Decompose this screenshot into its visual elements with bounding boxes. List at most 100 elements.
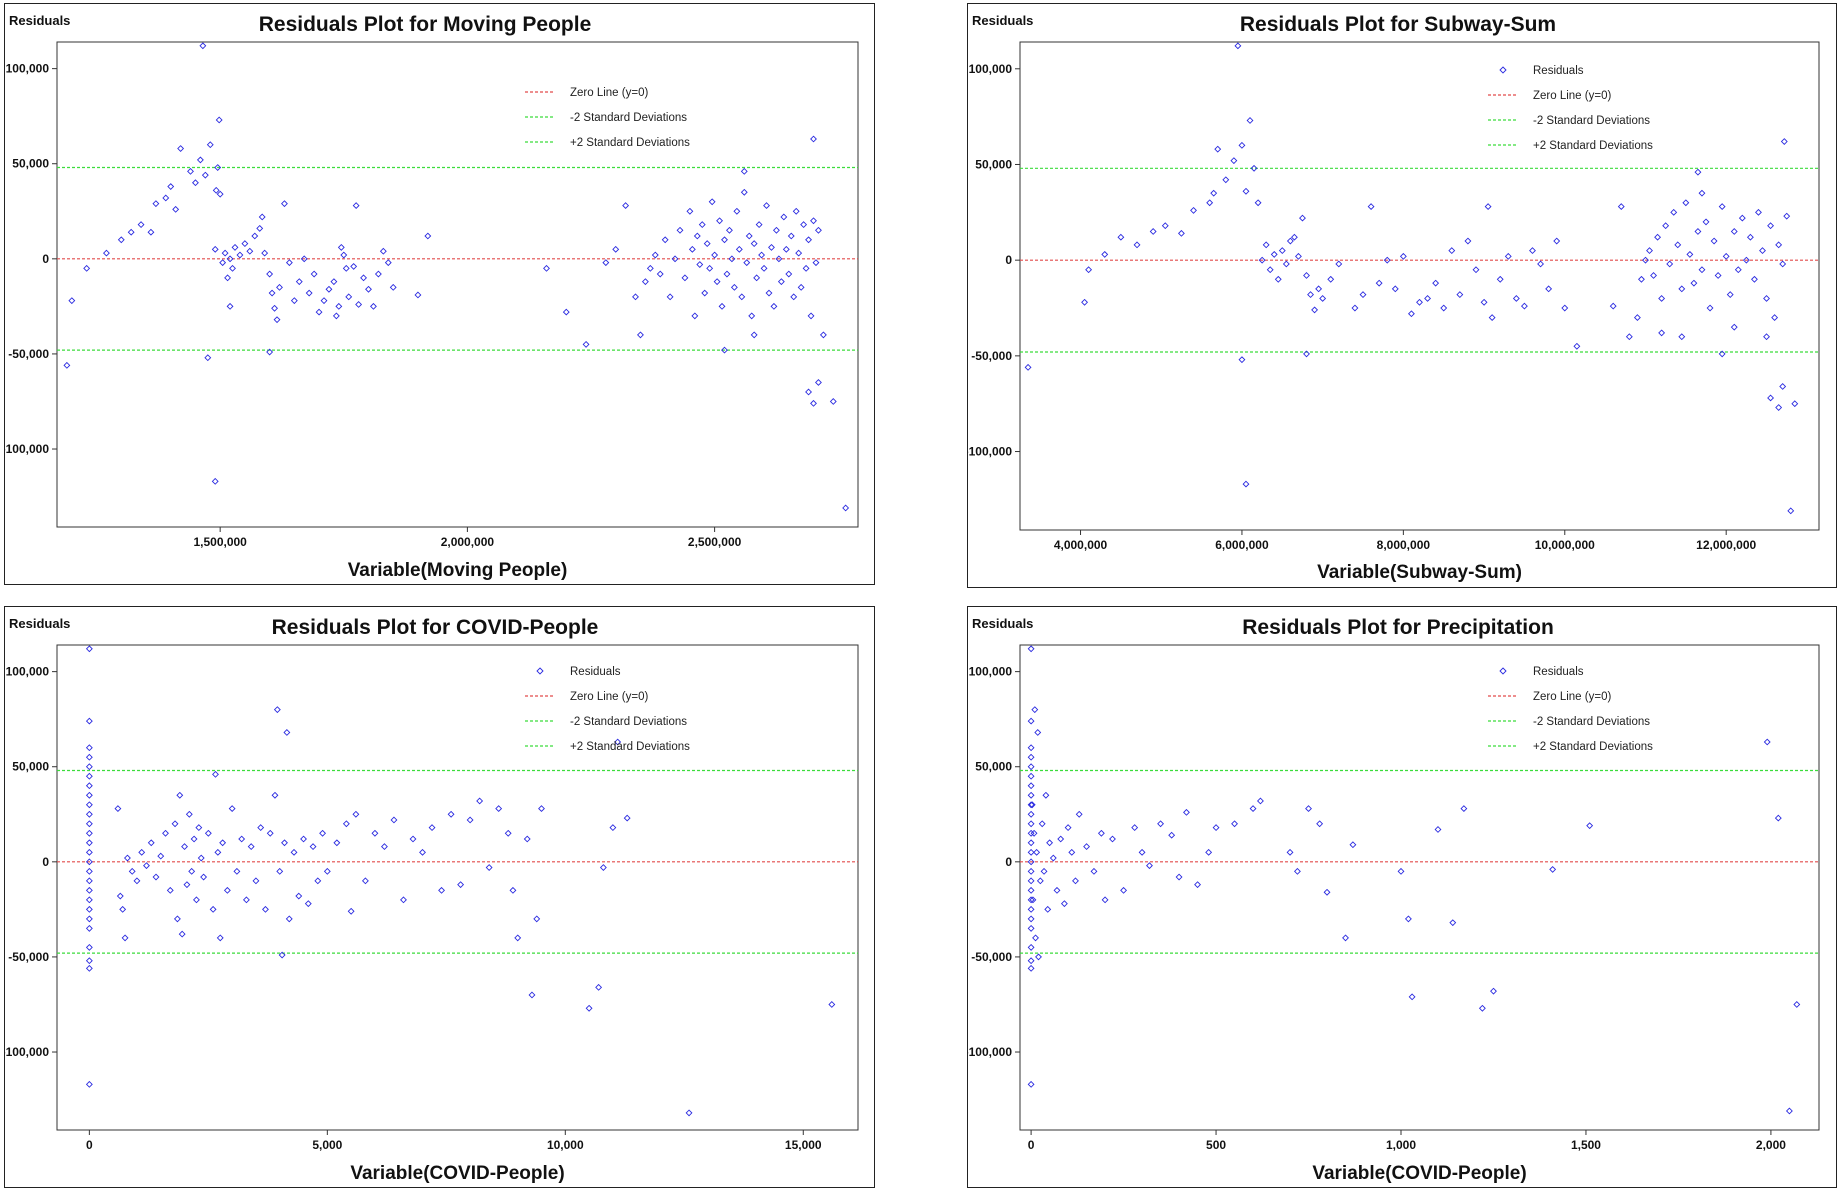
residual-point: [428, 824, 436, 832]
residual-point: [1775, 241, 1783, 249]
residual-point: [1779, 260, 1787, 268]
residual-point: [1783, 212, 1791, 220]
residual-point: [117, 236, 125, 244]
residual-points: [1027, 645, 1801, 1115]
y-tick-label: -50,000: [8, 950, 49, 964]
residual-point: [226, 255, 234, 263]
residual-point: [1718, 203, 1726, 211]
residual-point: [1210, 189, 1218, 197]
y-tick-label: -100,000: [5, 442, 49, 456]
residual-point: [1027, 810, 1035, 818]
legend: Residuals Zero Line (y=0) -2 Standard Devi…: [525, 666, 690, 753]
residual-point: [1678, 285, 1686, 293]
residual-point: [1274, 275, 1282, 283]
chart-covid-people: Residuals Plot for COVID-People Residuals…: [5, 616, 859, 1184]
residual-point: [157, 852, 165, 860]
residual-point: [1375, 279, 1383, 287]
residual-point: [1545, 285, 1553, 293]
residual-point: [1262, 241, 1270, 249]
residual-point: [409, 835, 417, 843]
residual-point: [290, 297, 298, 305]
residual-point: [85, 791, 93, 799]
residual-point: [1303, 272, 1310, 279]
residual-point: [121, 934, 129, 942]
residual-point: [1214, 145, 1222, 153]
residual-point: [400, 896, 407, 904]
legend-label: Zero Line (y=0): [570, 691, 648, 703]
residual-point: [1286, 848, 1294, 856]
residual-point: [614, 738, 622, 746]
residual-point: [805, 388, 812, 396]
residual-point: [1120, 886, 1128, 894]
residual-point: [214, 164, 222, 171]
residual-point: [1694, 228, 1702, 235]
residual-point: [310, 270, 318, 278]
y-tick-label: 50,000: [975, 760, 1012, 774]
residual-point: [562, 308, 570, 316]
residual-point: [273, 316, 281, 324]
residual-point: [133, 877, 141, 885]
residual-point: [231, 243, 239, 251]
residual-point: [271, 304, 278, 312]
residual-point: [1046, 839, 1054, 847]
residual-point: [656, 270, 664, 278]
residual-point: [1690, 279, 1698, 287]
residual-point: [1234, 42, 1242, 50]
residual-point: [295, 892, 303, 900]
residual-point: [447, 810, 455, 818]
residual-point: [721, 346, 728, 354]
x-tick-label: 500: [1206, 1138, 1226, 1152]
residual-point: [1472, 266, 1480, 274]
chart-panel-moving-people: Residuals Plot for Moving People Residual…: [4, 3, 875, 585]
residual-point: [1238, 141, 1246, 149]
residual-point: [1057, 835, 1065, 843]
residual-point: [1249, 805, 1257, 813]
residual-point: [283, 729, 291, 736]
residual-point: [323, 867, 331, 875]
residual-point: [1044, 905, 1052, 913]
residual-point: [261, 249, 269, 257]
residual-points: [63, 42, 850, 512]
residual-point: [233, 867, 241, 875]
residual-point: [85, 839, 93, 847]
legend-label: -2 Standard Deviations: [1533, 115, 1650, 127]
residual-point: [772, 226, 780, 234]
residual-points: [1024, 42, 1799, 515]
residual-point: [223, 886, 231, 894]
residual-point: [193, 896, 200, 904]
residual-point: [1027, 801, 1035, 809]
residual-point: [215, 116, 223, 124]
residual-point: [1609, 302, 1617, 310]
residual-point: [1549, 865, 1557, 873]
legend-label: +2 Standard Deviations: [1533, 140, 1653, 152]
residual-point: [390, 816, 398, 824]
residual-point: [204, 829, 212, 837]
residual-point: [1230, 157, 1238, 165]
residual-point: [152, 873, 160, 881]
residual-point: [1027, 848, 1035, 856]
residual-point: [622, 202, 630, 210]
residual-point: [178, 930, 186, 938]
residual-point: [533, 915, 541, 923]
residual-point: [807, 312, 815, 320]
residual-point: [1030, 829, 1038, 837]
residual-point: [1694, 168, 1702, 176]
residual-point: [268, 289, 276, 297]
residual-point: [1512, 295, 1520, 302]
residual-point: [147, 228, 155, 236]
residual-point: [1750, 275, 1758, 283]
y-axis-label: Residuals: [972, 13, 1033, 28]
y-tick-label: 0: [1005, 855, 1012, 869]
residual-point: [276, 283, 283, 291]
residual-point: [716, 217, 723, 225]
residual-point: [1335, 260, 1343, 268]
residual-point: [1290, 233, 1298, 241]
residual-point: [780, 213, 788, 221]
legend-label: +2 Standard Deviations: [570, 137, 690, 149]
legend-label: Zero Line (y=0): [1533, 691, 1611, 703]
x-tick-label: 10,000,000: [1535, 538, 1595, 552]
residual-point: [1028, 801, 1036, 809]
residual-point: [1767, 394, 1775, 402]
chart-title: Residuals Plot for Subway-Sum: [1240, 13, 1556, 36]
residual-point: [266, 348, 274, 356]
